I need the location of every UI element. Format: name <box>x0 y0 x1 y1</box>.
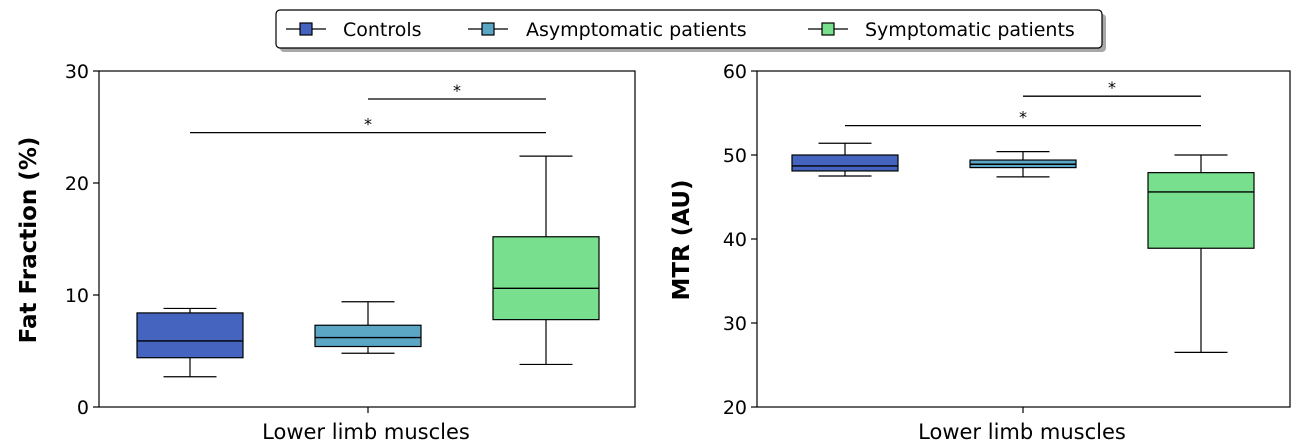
y-tick-label: 60 <box>723 61 747 83</box>
legend-label-controls: Controls <box>343 19 422 41</box>
legend-label-asymptomatic: Asymptomatic patients <box>526 19 747 41</box>
y-tick-label: 20 <box>723 397 747 419</box>
significance-label: * <box>1108 78 1116 97</box>
y-tick-label: 20 <box>65 173 89 195</box>
legend-entry-controls: Controls <box>286 19 422 41</box>
box-asymptomatic-patients <box>314 324 422 348</box>
chart-fat-fraction: Fat Fraction (%) Lower limb muscles 0 10 2… <box>16 61 636 443</box>
y-tick-label: 0 <box>77 397 89 419</box>
legend-swatch-asymptomatic <box>481 22 495 36</box>
x-axis-label: Lower limb muscles <box>262 420 470 443</box>
legend-entry-symptomatic: Symptomatic patients <box>808 19 1075 41</box>
box-controls <box>791 154 899 172</box>
box-controls <box>136 312 244 359</box>
significance-label: * <box>453 81 461 100</box>
legend-label-symptomatic: Symptomatic patients <box>865 19 1075 41</box>
chart-mtr: MTR (AU) Lower limb muscles 20 30 40 50 60 * * <box>669 61 1291 443</box>
significance-label: * <box>1019 108 1027 127</box>
y-tick-label: 40 <box>723 229 747 251</box>
plot-frame <box>98 70 636 408</box>
y-tick-label: 50 <box>723 145 747 167</box>
significance-label: * <box>364 115 372 134</box>
y-axis-label: MTR (AU) <box>669 179 695 300</box>
y-tick-label: 10 <box>65 285 89 307</box>
box-symptomatic-patients <box>492 236 600 321</box>
legend-swatch-controls <box>299 22 313 36</box>
legend-entry-asymptomatic: Asymptomatic patients <box>468 19 747 41</box>
legend: Controls Asymptomatic patients Symptomat… <box>275 9 1106 52</box>
y-axis-label: Fat Fraction (%) <box>16 137 42 344</box>
y-tick-label: 30 <box>723 313 747 335</box>
legend-swatch-symptomatic <box>821 22 835 36</box>
x-axis-label: Lower limb muscles <box>918 420 1126 443</box>
legend-frame <box>275 9 1103 49</box>
y-tick-label: 30 <box>65 61 89 83</box>
box-symptomatic-patients <box>1147 172 1255 249</box>
